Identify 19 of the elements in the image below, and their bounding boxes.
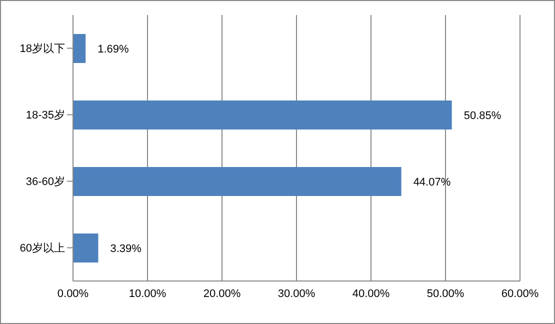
data-label: 3.39%: [110, 242, 142, 255]
x-tick-label: 40.00%: [352, 288, 390, 300]
data-label: 1.69%: [98, 43, 129, 56]
data-label: 50.85%: [464, 110, 502, 122]
y-tick-label: 36-60岁: [26, 176, 65, 188]
x-tick-label: 50.00%: [426, 288, 464, 300]
y-tick-label: 18-35岁: [26, 110, 65, 122]
x-tick-label: 60.00%: [501, 288, 539, 300]
bar: [73, 167, 402, 196]
y-tick-label: 60岁以上: [20, 242, 65, 255]
y-tick-label: 18岁以下: [20, 42, 65, 56]
x-tick-label: 30.00%: [278, 288, 316, 300]
bar: [73, 234, 98, 262]
x-tick-label: 0.00%: [57, 288, 89, 300]
x-tick-label: 20.00%: [203, 288, 241, 300]
data-label: 44.07%: [413, 176, 451, 188]
bar: [73, 34, 86, 63]
bar: [73, 100, 452, 130]
x-tick-label: 10.00%: [128, 288, 166, 300]
